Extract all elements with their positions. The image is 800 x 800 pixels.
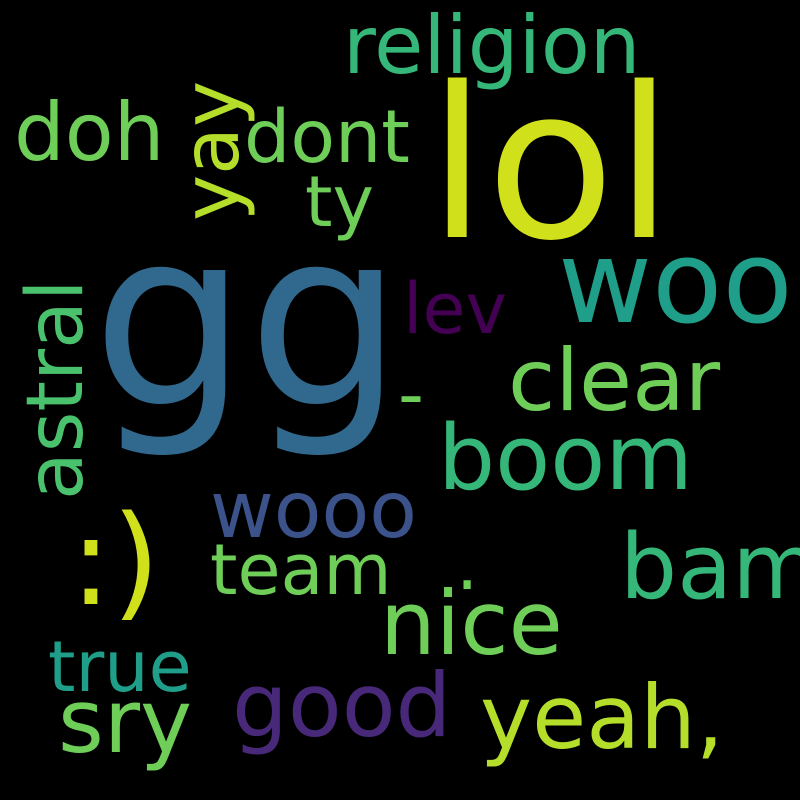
word-true: true <box>48 626 192 708</box>
word-sry: sry <box>58 670 193 773</box>
word-yay: yay <box>167 80 257 221</box>
word-religion: religion <box>343 0 641 92</box>
word-wooo: wooo <box>210 466 417 556</box>
word-clear: clear <box>508 331 721 431</box>
word-dont: dont <box>244 95 410 180</box>
word-woo: woo <box>558 216 793 350</box>
word-smiley: :) <box>70 490 161 634</box>
word-lev: lev <box>403 268 507 350</box>
word-bam: bam <box>620 515 800 620</box>
word-astral: astral <box>11 279 101 500</box>
word-doh: doh <box>14 86 165 179</box>
word-dot: . <box>456 524 479 606</box>
word-gg: gg <box>92 177 404 462</box>
word-good: good <box>232 654 452 757</box>
word-team: team <box>210 529 392 611</box>
word-boom: boom <box>438 406 693 511</box>
word-dash: - <box>398 352 424 436</box>
word-lol: lol <box>428 42 674 287</box>
word-ty: ty <box>305 161 374 243</box>
word-nice: nice <box>380 572 563 675</box>
word-yeah: yeah, <box>480 666 724 769</box>
